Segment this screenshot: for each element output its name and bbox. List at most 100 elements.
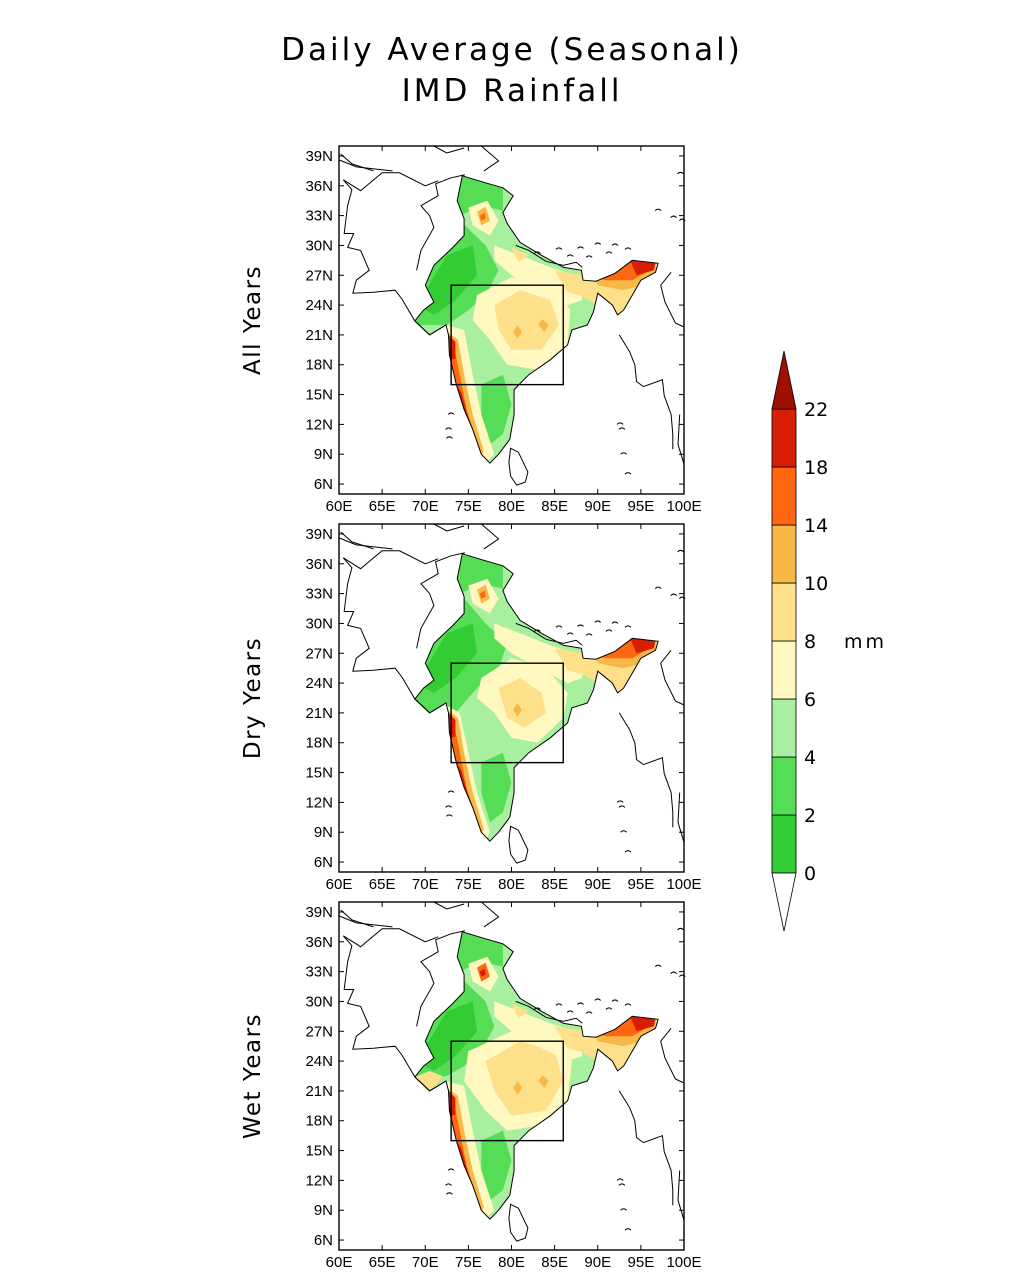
lon-tick-label: 75E (455, 876, 482, 893)
lat-tick-label: 33N (305, 964, 333, 981)
lat-tick-label: 18N (305, 357, 333, 374)
lon-tick-label: 100E (666, 876, 701, 893)
lat-tick-label: 39N (305, 148, 333, 165)
lat-tick-label: 33N (305, 586, 333, 603)
colorbar-upper-triangle (771, 350, 797, 410)
lon-tick-label: 85E (541, 498, 568, 515)
lat-tick-label: 33N (305, 208, 333, 225)
lat-tick-label: 27N (305, 645, 333, 662)
colorbar-unit-label: mm (844, 631, 887, 653)
colorbar-level-label: 2 (804, 805, 816, 827)
lon-tick-label: 70E (412, 876, 439, 893)
lon-tick-label: 80E (498, 1254, 525, 1271)
lat-tick-label: 30N (305, 615, 333, 632)
lon-tick-label: 75E (455, 498, 482, 515)
colorbar-bin (771, 582, 797, 642)
lat-tick-label: 6N (314, 1232, 333, 1249)
lat-tick-label: 24N (305, 1053, 333, 1070)
colorbar-bin (771, 756, 797, 816)
lat-tick-label: 18N (305, 735, 333, 752)
lat-tick-label: 12N (305, 794, 333, 811)
colorbar-level-label: 10 (804, 573, 828, 595)
colorbar-level-label: 4 (804, 747, 816, 769)
lon-tick-label: 75E (455, 1254, 482, 1271)
lat-tick-label: 15N (305, 1143, 333, 1160)
lat-tick-label: 24N (305, 297, 333, 314)
lon-tick-label: 65E (369, 1254, 396, 1271)
panel-label-dry: Dry Years (240, 637, 266, 759)
lat-tick-label: 6N (314, 476, 333, 493)
lon-tick-label: 65E (369, 498, 396, 515)
lat-tick-label: 30N (305, 237, 333, 254)
lat-tick-label: 12N (305, 1172, 333, 1189)
colorbar-level-label: 14 (804, 515, 828, 537)
lat-tick-label: 30N (305, 993, 333, 1010)
panel-label-wet: Wet Years (240, 1013, 266, 1139)
lon-tick-label: 95E (628, 498, 655, 515)
map-panel-wet: 39N 36N 33N 30N 27N 24N 21N 18N 15N 12N 9N 6N 60E 65E… (240, 901, 702, 1271)
lat-tick-label: 39N (305, 904, 333, 921)
colorbar-level-label: 0 (804, 863, 816, 885)
colorbar-level-label: 22 (804, 399, 828, 421)
lat-tick-label: 36N (305, 556, 333, 573)
lat-tick-label: 9N (314, 446, 333, 463)
lat-tick-label: 27N (305, 267, 333, 284)
colorbar-level-label: 6 (804, 689, 816, 711)
colorbar-bin (771, 408, 797, 468)
lon-tick-label: 60E (326, 1254, 353, 1271)
lon-tick-label: 60E (326, 498, 353, 515)
coastlines (338, 523, 686, 864)
colorbar-lower-triangle (771, 872, 797, 932)
figure-title-line1: Daily Average (Seasonal) (281, 32, 743, 68)
lat-tick-label: 15N (305, 387, 333, 404)
colorbar-bin (771, 524, 797, 584)
lat-tick-label: 18N (305, 1113, 333, 1130)
lat-tick-label: 36N (305, 178, 333, 195)
analysis-region-box (450, 662, 564, 764)
colorbar-level-label: 8 (804, 631, 816, 653)
colorbar-level-label: 18 (804, 457, 828, 479)
lon-tick-label: 85E (541, 876, 568, 893)
lon-tick-label: 80E (498, 498, 525, 515)
lat-tick-label: 21N (305, 327, 333, 344)
lat-tick-label: 39N (305, 526, 333, 543)
lon-tick-label: 90E (584, 498, 611, 515)
colorbar-bin (771, 640, 797, 700)
lat-tick-label: 9N (314, 824, 333, 841)
coastlines (338, 901, 686, 1242)
lon-tick-label: 100E (666, 1254, 701, 1271)
lon-tick-label: 65E (369, 876, 396, 893)
map-panel-all: 39N 36N 33N 30N 27N 24N 21N 18N 15N 12N 9N 6N 60E 65E… (240, 145, 702, 515)
lat-tick-label: 27N (305, 1023, 333, 1040)
lat-tick-label: 36N (305, 934, 333, 951)
panel-label-all: All Years (240, 265, 266, 375)
colorbar-bin (771, 698, 797, 758)
lat-tick-label: 21N (305, 705, 333, 722)
analysis-region-box (450, 1040, 564, 1142)
lat-tick-label: 15N (305, 765, 333, 782)
lat-tick-label: 6N (314, 854, 333, 871)
lat-tick-label: 9N (314, 1202, 333, 1219)
lon-tick-label: 80E (498, 876, 525, 893)
colorbar-bin (771, 466, 797, 526)
lon-tick-label: 60E (326, 876, 353, 893)
lon-tick-label: 95E (628, 1254, 655, 1271)
figure-title-line2: IMD Rainfall (402, 73, 623, 109)
coastlines (338, 145, 686, 486)
colorbar: 0 2 4 6 8 10 14 18 22 mm (771, 350, 887, 932)
lon-tick-label: 90E (584, 1254, 611, 1271)
lon-tick-label: 90E (584, 876, 611, 893)
lat-tick-label: 24N (305, 675, 333, 692)
colorbar-bin (771, 814, 797, 874)
lon-tick-label: 100E (666, 498, 701, 515)
analysis-region-box (450, 284, 564, 386)
lon-tick-label: 85E (541, 1254, 568, 1271)
map-panel-dry: 39N 36N 33N 30N 27N 24N 21N 18N 15N 12N 9N 6N 60E 65E… (240, 523, 702, 893)
lon-tick-label: 95E (628, 876, 655, 893)
lon-tick-label: 70E (412, 1254, 439, 1271)
rainfall-field (414, 931, 659, 1220)
lat-tick-label: 12N (305, 416, 333, 433)
lat-tick-label: 21N (305, 1083, 333, 1100)
lon-tick-label: 70E (412, 498, 439, 515)
